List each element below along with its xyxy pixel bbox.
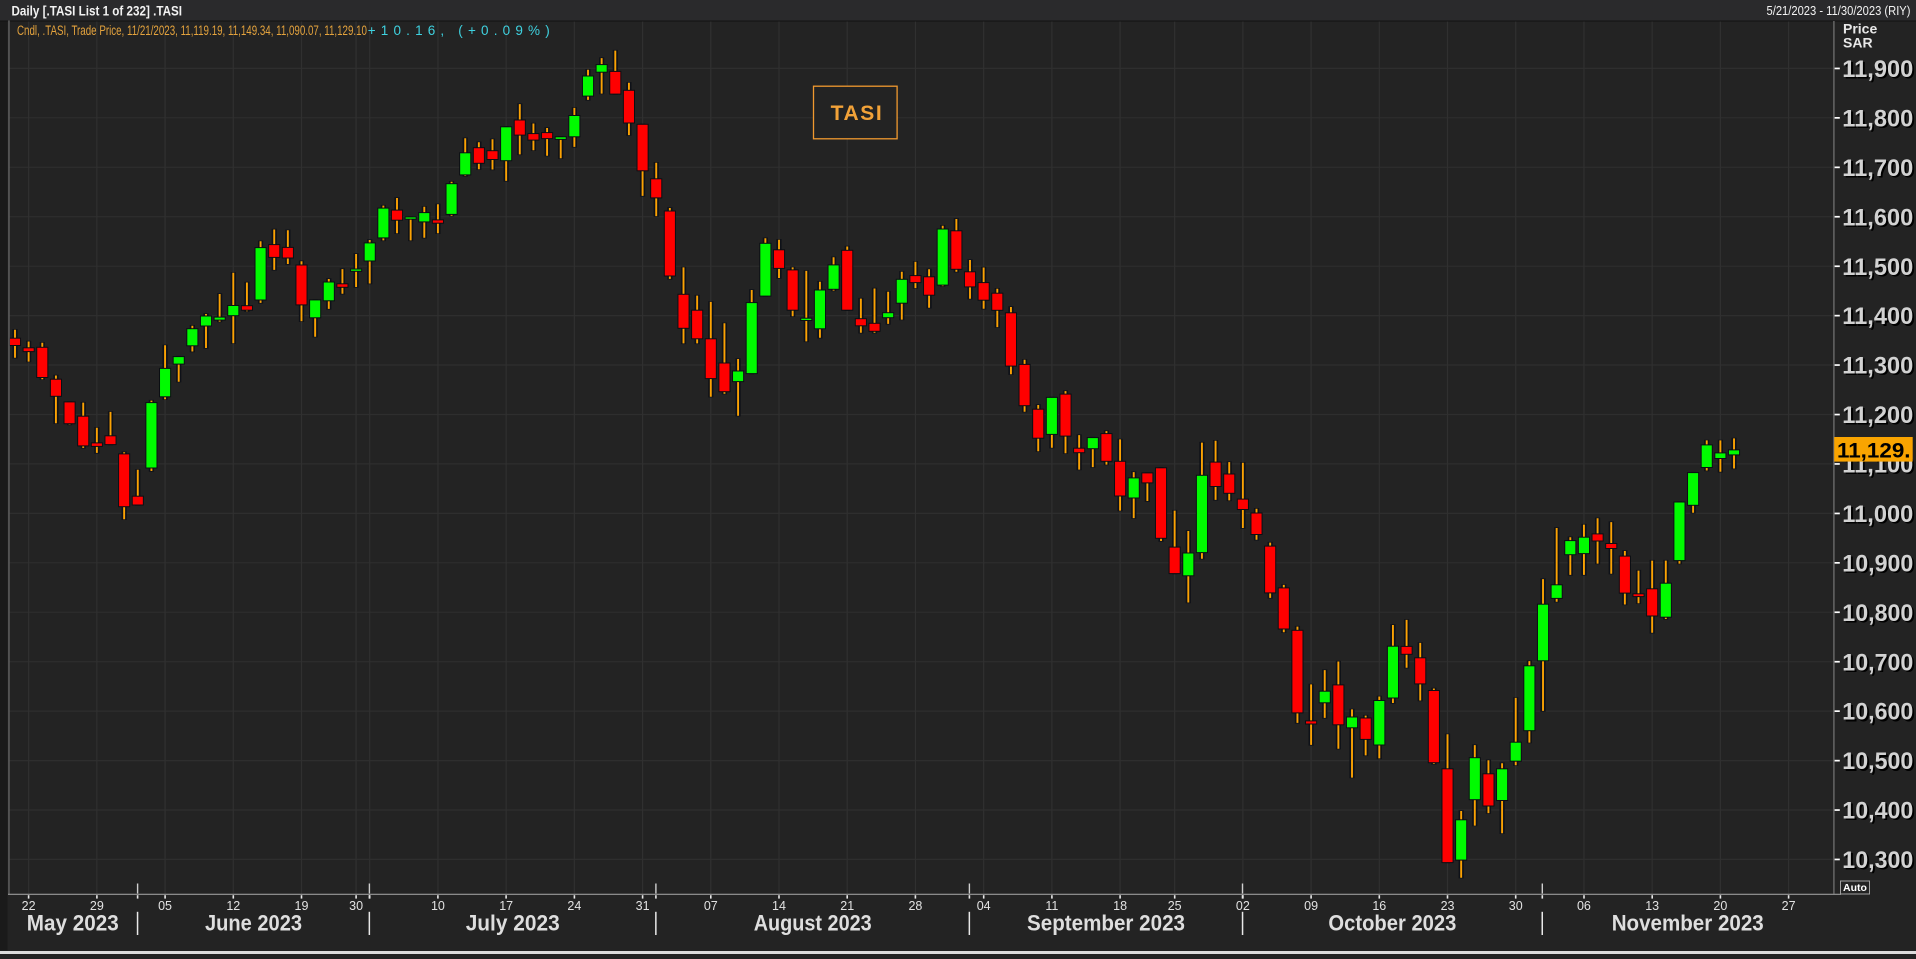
svg-text:11,200: 11,200 bbox=[1844, 404, 1915, 431]
svg-text:10,300: 10,300 bbox=[1844, 849, 1915, 876]
svg-text:30: 30 bbox=[349, 899, 363, 913]
svg-text:10,600: 10,600 bbox=[1842, 699, 1913, 726]
svg-text:22: 22 bbox=[22, 899, 36, 913]
svg-text:May 2023: May 2023 bbox=[27, 911, 119, 936]
svg-text:+10.16, (+0.09%): +10.16, (+0.09%) bbox=[368, 23, 550, 38]
svg-text:14: 14 bbox=[772, 899, 786, 913]
svg-text:19: 19 bbox=[295, 899, 309, 913]
svg-text:August 2023: August 2023 bbox=[754, 911, 872, 936]
svg-text:Price: Price bbox=[1843, 21, 1877, 37]
svg-text:11,900: 11,900 bbox=[1842, 56, 1913, 83]
svg-text:11,200: 11,200 bbox=[1842, 402, 1913, 429]
svg-text:24: 24 bbox=[567, 899, 581, 913]
svg-text:10: 10 bbox=[431, 899, 445, 913]
svg-text:11,300: 11,300 bbox=[1844, 354, 1915, 381]
svg-text:02: 02 bbox=[1236, 899, 1250, 913]
svg-text:11: 11 bbox=[1045, 899, 1058, 913]
svg-text:17: 17 bbox=[499, 899, 513, 913]
svg-text:09: 09 bbox=[1304, 899, 1318, 913]
svg-text:October 2023: October 2023 bbox=[1328, 911, 1456, 936]
svg-text:10,900: 10,900 bbox=[1842, 550, 1913, 577]
svg-text:10,800: 10,800 bbox=[1844, 601, 1915, 628]
svg-text:12: 12 bbox=[226, 899, 240, 913]
svg-text:18: 18 bbox=[1113, 899, 1127, 913]
svg-text:23: 23 bbox=[1441, 899, 1455, 913]
svg-text:TASI: TASI bbox=[831, 102, 884, 125]
svg-text:10,600: 10,600 bbox=[1844, 700, 1915, 727]
svg-text:November 2023: November 2023 bbox=[1612, 911, 1764, 936]
svg-text:11,600: 11,600 bbox=[1842, 204, 1913, 231]
svg-text:SAR: SAR bbox=[1843, 35, 1873, 51]
svg-text:10,700: 10,700 bbox=[1842, 649, 1913, 676]
svg-text:10,400: 10,400 bbox=[1844, 799, 1915, 826]
svg-text:11,000: 11,000 bbox=[1842, 501, 1913, 528]
svg-text:10,500: 10,500 bbox=[1842, 748, 1913, 775]
svg-text:11,500: 11,500 bbox=[1842, 254, 1913, 281]
svg-text:10,800: 10,800 bbox=[1842, 600, 1913, 627]
svg-text:5/21/2023 - 11/30/2023 (RIY): 5/21/2023 - 11/30/2023 (RIY) bbox=[1767, 4, 1911, 18]
svg-text:11,400: 11,400 bbox=[1844, 305, 1915, 332]
svg-text:10,700: 10,700 bbox=[1844, 651, 1915, 678]
svg-text:11,700: 11,700 bbox=[1844, 157, 1915, 184]
svg-text:05: 05 bbox=[158, 899, 172, 913]
svg-text:10,900: 10,900 bbox=[1844, 552, 1915, 579]
svg-text:September 2023: September 2023 bbox=[1027, 911, 1185, 936]
svg-text:20: 20 bbox=[1713, 899, 1727, 913]
svg-text:27: 27 bbox=[1782, 899, 1796, 913]
svg-text:11,900: 11,900 bbox=[1844, 58, 1915, 85]
svg-text:29: 29 bbox=[90, 899, 104, 913]
svg-text:Auto: Auto bbox=[1843, 882, 1867, 894]
svg-text:11,800: 11,800 bbox=[1844, 107, 1915, 134]
svg-text:11,500: 11,500 bbox=[1844, 255, 1915, 282]
svg-text:25: 25 bbox=[1168, 899, 1182, 913]
svg-text:10,300: 10,300 bbox=[1842, 847, 1913, 874]
svg-text:June 2023: June 2023 bbox=[205, 911, 302, 936]
svg-text:11,000: 11,000 bbox=[1844, 503, 1915, 530]
svg-text:31: 31 bbox=[636, 899, 650, 913]
svg-text:11,300: 11,300 bbox=[1842, 353, 1913, 380]
svg-text:10,500: 10,500 bbox=[1844, 750, 1915, 777]
svg-text:07: 07 bbox=[704, 899, 718, 913]
svg-text:11,129.: 11,129. bbox=[1837, 438, 1911, 462]
svg-text:11,400: 11,400 bbox=[1842, 303, 1913, 330]
svg-text:11,700: 11,700 bbox=[1842, 155, 1913, 182]
svg-text:11,800: 11,800 bbox=[1842, 105, 1913, 132]
svg-text:04: 04 bbox=[977, 899, 991, 913]
svg-text:21: 21 bbox=[840, 899, 854, 913]
svg-text:16: 16 bbox=[1372, 899, 1386, 913]
svg-text:July 2023: July 2023 bbox=[466, 911, 560, 936]
svg-text:30: 30 bbox=[1509, 899, 1523, 913]
svg-text:Daily [.TASI List 1 of 232] .T: Daily [.TASI List 1 of 232] .TASI bbox=[12, 4, 183, 19]
svg-text:Cndl, .TASI, Trade Price, 11/: Cndl, .TASI, Trade Price, 11/21/2023, 11… bbox=[17, 23, 367, 38]
svg-text:28: 28 bbox=[908, 899, 922, 913]
svg-text:11,600: 11,600 bbox=[1844, 206, 1915, 233]
svg-text:13: 13 bbox=[1645, 899, 1659, 913]
svg-text:06: 06 bbox=[1577, 899, 1591, 913]
svg-text:10,400: 10,400 bbox=[1842, 798, 1913, 825]
